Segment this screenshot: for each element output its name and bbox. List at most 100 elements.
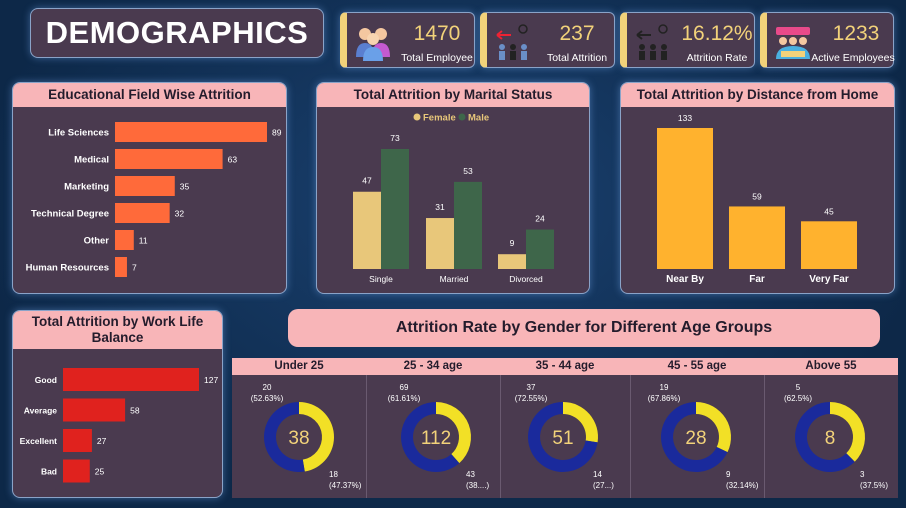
donut-slice[interactable] [794,402,855,472]
data-label: 32 [175,209,185,219]
kpi-attrition-rate[interactable]: 16.12% Attrition Rate [620,12,755,68]
data-label: 9 [510,238,515,248]
attrition-rate-icon [636,24,668,60]
bar[interactable] [801,221,857,269]
slice-pct-label: (62.5%) [784,394,812,403]
bar[interactable] [526,229,554,269]
bar[interactable] [115,230,134,250]
data-label: 58 [130,406,140,416]
slice-pct-label: (67.86%) [648,394,681,403]
bar[interactable] [115,149,223,169]
slice-value-label: 43 [466,470,475,479]
category-label: Other [84,236,110,247]
data-label: 73 [390,133,400,143]
kpi-value: 16.12% [681,22,753,45]
divider [630,375,631,498]
kpi-value: 1470 [413,22,461,45]
bar[interactable] [63,368,199,391]
bar[interactable] [498,254,526,269]
category-label: Near By [666,274,704,285]
data-label: 45 [824,206,834,216]
data-label: 53 [463,166,473,176]
category-label: Marketing [64,182,109,193]
donut-total: 28 [685,428,706,449]
category-label: Very Far [809,274,849,285]
slice-pct-label: (32.14%) [726,481,759,490]
data-label: 47 [362,176,372,186]
worklife-panel-title: Total Attrition by Work Life Balance [13,311,222,349]
bar[interactable] [426,218,454,269]
kpi-active-employees[interactable]: 1233 Active Employees [760,12,895,68]
bar[interactable] [115,176,175,196]
worklife-attrition-panel: Total Attrition by Work Life Balance Goo… [12,310,223,498]
slice-pct-label: (38....) [466,481,489,490]
bar[interactable] [63,459,90,483]
bar[interactable] [115,122,267,142]
bar[interactable] [115,257,127,277]
edu-attrition-panel: Educational Field Wise Attrition Life Sc… [12,82,287,294]
donut-total: 38 [288,428,309,449]
gender-age-banner: Attrition Rate by Gender for Different A… [288,309,880,347]
edu-bar-chart: Life Sciences 89 Medical 63 Marketing 35 Techn… [26,122,282,277]
legend-swatch [458,113,466,121]
data-label: 7 [132,263,137,273]
slice-pct-label: (27...) [593,481,614,490]
donut-slice[interactable] [436,402,471,464]
category-label: Good [35,375,57,385]
divider [366,375,367,498]
bar[interactable] [454,181,482,269]
bar[interactable] [63,398,126,422]
category-label: Divorced [509,274,543,284]
attrition-exit-icon [496,24,528,60]
slice-value-label: 9 [726,470,731,479]
data-label: 25 [95,467,105,477]
category-label: Married [440,274,469,284]
legend-label: Female [423,113,456,124]
marital-bar-chart: Female Male 47 73 Single 31 53 Married 9 24 Divorc… [353,113,554,284]
donut-slice[interactable] [401,402,460,472]
slice-pct-label: (61.61%) [388,394,421,403]
donut-slice[interactable] [661,402,728,472]
legend-label: Male [468,113,489,124]
donut-slice[interactable] [264,402,305,472]
data-label: 89 [272,128,282,138]
slice-value-label: 19 [660,383,669,392]
slice-value-label: 3 [860,470,865,479]
kpi-label: Active Employees [811,52,895,64]
slice-value-label: 14 [593,470,602,479]
data-label: 11 [139,236,148,246]
donut-slice[interactable] [696,402,731,453]
kpi-label: Total Employee [401,52,473,64]
kpi-value: 237 [559,22,595,45]
category-label: Average [24,406,58,416]
slice-value-label: 5 [796,383,801,392]
bar[interactable] [657,128,713,269]
category-label: Excellent [20,436,57,446]
edu-panel-title: Educational Field Wise Attrition [13,83,286,107]
slice-pct-label: (37.5%) [860,481,888,490]
data-label: 59 [752,191,762,201]
donut-total: 112 [421,428,451,449]
donut-slice[interactable] [299,402,334,472]
bar[interactable] [115,203,170,223]
kpi-total-employee[interactable]: 1470 Total Employee [340,12,475,68]
divider [500,375,501,498]
bar[interactable] [381,149,409,269]
data-label: 127 [204,375,218,385]
slice-pct-label: (52.63%) [251,394,284,403]
bar[interactable] [353,191,381,269]
category-label: Medical [74,155,109,166]
slice-pct-label: (72.55%) [515,394,548,403]
bar[interactable] [729,206,785,269]
donut-slice[interactable] [528,402,598,472]
kpi-total-attrition[interactable]: 237 Total Attrition [480,12,615,68]
age-label-under-25: Under 25 [274,360,324,372]
donut-total: 51 [552,428,573,449]
donut-slice[interactable] [830,402,865,462]
bar[interactable] [63,429,92,452]
slice-value-label: 69 [400,383,409,392]
legend-swatch [413,113,421,121]
gender-donut-charts: 3820(52.63%)18(47.37%)11269(61.61%)43(38… [251,383,889,490]
donut-slice[interactable] [563,402,598,443]
data-label: 27 [97,436,107,446]
